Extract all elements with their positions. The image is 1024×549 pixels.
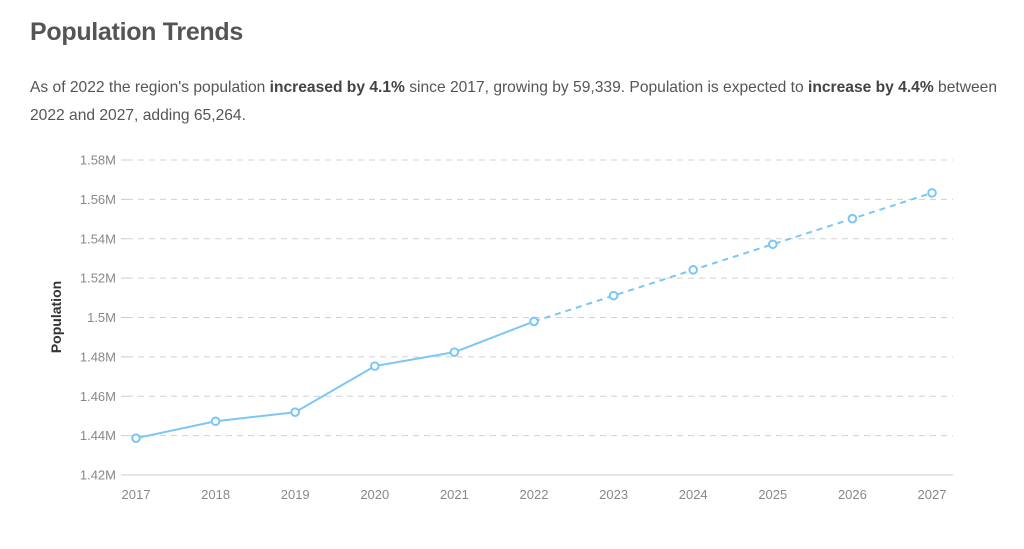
y-tick-label: 1.52M [80,271,116,286]
grid-layer [127,159,953,437]
data-point[interactable] [449,347,460,357]
x-tick-label: 2020 [360,487,389,502]
actual-series-line [135,320,535,440]
x-tick-label: 2027 [918,487,947,502]
y-tick-label: 1.56M [80,192,116,207]
x-tick-label: 2019 [281,487,310,502]
y-axis-title: Population [48,281,64,353]
y-tick-label: 1.42M [80,468,116,483]
x-tick-label: 2024 [679,487,708,502]
page-title: Population Trends [30,18,243,46]
series-layer [135,191,933,440]
x-tick-label: 2017 [122,487,151,502]
data-point[interactable] [608,290,619,301]
y-tick-label: 1.54M [80,231,116,246]
data-point[interactable] [768,239,778,250]
point-layer [131,188,937,443]
data-point[interactable] [529,316,539,327]
x-tick-label: 2026 [838,487,867,502]
summary-suffix: between 2022 and 2027, adding 65,264. [30,79,997,124]
data-point[interactable] [927,188,937,198]
summary-middle: since 2017, growing by 59,339. Populatio… [404,79,808,96]
data-point[interactable] [688,265,699,275]
data-point[interactable] [847,213,858,224]
data-point[interactable] [370,361,380,371]
x-tick-label: 2025 [758,487,787,502]
y-tick-label: 1.48M [80,349,116,364]
y-tick-label: 1.58M [80,153,116,168]
summary-highlight-past: increased by 4.1% [269,79,405,96]
x-tick-label: 2023 [599,487,628,502]
data-point[interactable] [290,407,301,417]
data-point[interactable] [210,416,221,427]
summary-prefix: As of 2022 the region's population [30,79,270,96]
y-tick-label: 1.46M [80,389,116,404]
y-tick-label: 1.5M [87,310,116,325]
summary-highlight-forecast: increase by 4.4% [808,79,934,96]
x-tick-label: 2018 [201,487,230,502]
x-tick-label: 2022 [520,487,549,502]
y-tick-label: 1.44M [80,428,116,443]
data-point[interactable] [131,433,141,443]
summary-text: As of 2022 the region's population incre… [30,74,1005,130]
forecast-series-line [533,191,933,323]
x-tick-label: 2021 [440,487,469,502]
axis-layer: 1.42M 1.44M 1.46M 1.48M 1.5M 1.52M 1.54M 1.56M 1… [80,153,953,502]
